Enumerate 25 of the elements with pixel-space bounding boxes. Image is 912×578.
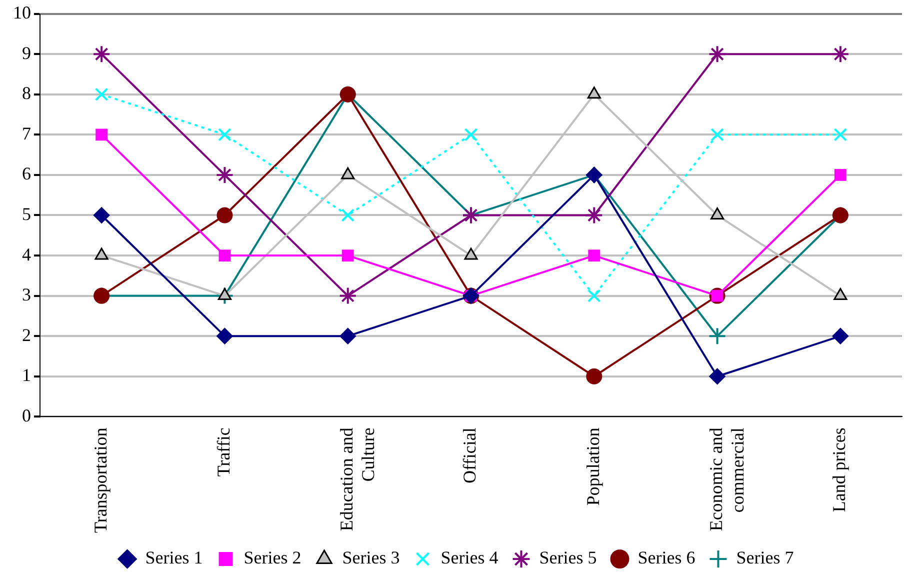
x-tick-label: Economic and commercial bbox=[706, 428, 748, 532]
y-tick-label: 9 bbox=[22, 42, 31, 63]
legend-label: Series 3 bbox=[342, 548, 400, 568]
x-tick-label: Official bbox=[460, 428, 480, 484]
legend-label: Series 7 bbox=[736, 548, 794, 568]
y-tick-label: 7 bbox=[22, 123, 31, 144]
legend-label: Series 4 bbox=[440, 548, 498, 568]
legend-label: Series 2 bbox=[244, 548, 302, 568]
y-tick-label: 3 bbox=[22, 284, 31, 305]
x-tick-label: Transportation bbox=[90, 428, 110, 534]
legend-label: Series 5 bbox=[539, 548, 597, 568]
y-tick-label: 2 bbox=[22, 324, 31, 345]
y-tick-label: 5 bbox=[22, 204, 31, 224]
x-tick-label: Land prices bbox=[829, 428, 850, 512]
y-tick-label: 10 bbox=[13, 2, 31, 23]
y-tick-label: 8 bbox=[22, 83, 31, 104]
legend-label: Series 1 bbox=[145, 548, 203, 568]
y-tick-label: 0 bbox=[22, 405, 31, 426]
y-tick-label: 4 bbox=[22, 244, 31, 264]
legend-label: Series 6 bbox=[638, 548, 696, 568]
x-tick-label: Traffic bbox=[213, 428, 234, 477]
x-tick-label: Population bbox=[582, 428, 603, 506]
y-tick-label: 1 bbox=[22, 365, 31, 386]
x-tick-label: Education and Culture bbox=[336, 428, 378, 532]
y-tick-label: 6 bbox=[22, 164, 31, 184]
